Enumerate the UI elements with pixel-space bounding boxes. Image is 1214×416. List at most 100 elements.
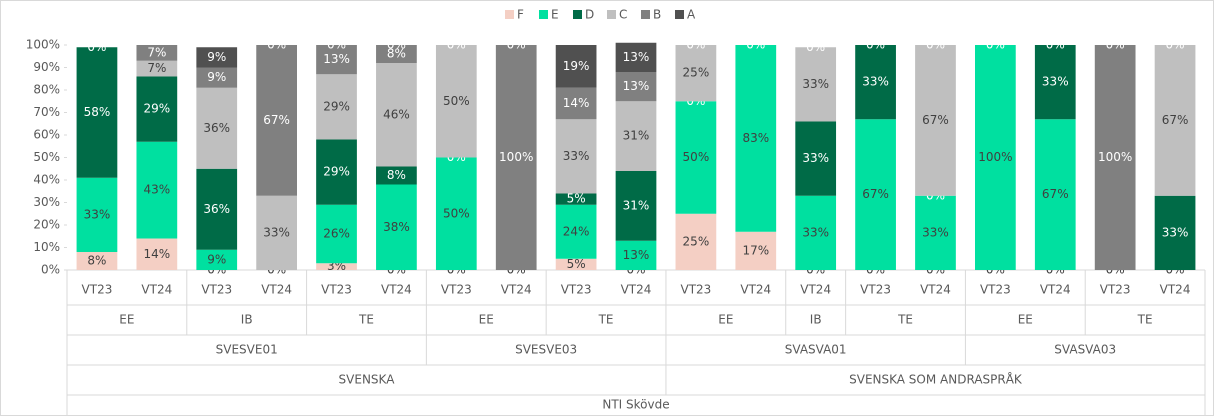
bar-segment xyxy=(555,204,597,259)
bar-segment xyxy=(196,67,238,88)
bar-segment xyxy=(136,141,178,239)
bar-segment xyxy=(196,168,238,250)
y-tick-label: 30% xyxy=(33,195,60,209)
x-tick-label: VT24 xyxy=(920,283,951,297)
group-label: TE xyxy=(598,313,614,327)
legend-swatch xyxy=(641,10,650,19)
bar-segment xyxy=(975,45,1016,270)
group-label: SVENSKA xyxy=(339,373,396,387)
x-tick-label: VT24 xyxy=(381,283,412,297)
data-label: 7% xyxy=(147,61,166,75)
data-label: 29% xyxy=(323,165,350,179)
bar-segment xyxy=(76,177,118,252)
group-label: SVESVE03 xyxy=(515,343,577,357)
bar-segment xyxy=(316,204,357,264)
legend-label: A xyxy=(687,8,696,22)
bar-segment xyxy=(555,87,597,120)
bar-segment xyxy=(675,45,717,102)
data-label: 0% xyxy=(1046,38,1065,52)
data-label: 43% xyxy=(144,183,171,197)
data-label: 17% xyxy=(742,243,769,257)
data-label: 13% xyxy=(623,50,650,64)
data-label: 67% xyxy=(922,113,949,127)
bar-segment xyxy=(795,47,837,122)
data-label: 0% xyxy=(806,40,825,54)
bar-segment xyxy=(435,45,477,158)
bar-segment xyxy=(615,101,657,171)
group-label: SVESVE01 xyxy=(216,343,278,357)
bar-segment xyxy=(196,249,238,270)
x-tick-label: VT24 xyxy=(1040,283,1071,297)
data-label: 67% xyxy=(263,113,290,127)
data-label: 46% xyxy=(383,107,410,121)
x-tick-label: VT23 xyxy=(860,283,891,297)
data-label: 100% xyxy=(1098,150,1132,164)
data-label: 25% xyxy=(683,66,710,80)
bar-segment xyxy=(615,42,657,72)
data-label: 8% xyxy=(387,47,406,61)
group-label: TE xyxy=(358,313,374,327)
legend-label: F xyxy=(517,8,524,22)
data-label: 0% xyxy=(387,38,406,52)
data-label: 0% xyxy=(87,40,106,54)
data-label: 83% xyxy=(742,131,769,145)
bar-segment xyxy=(136,45,178,61)
bar-segment xyxy=(555,119,597,194)
bar-segment xyxy=(795,195,837,270)
y-tick-label: 20% xyxy=(33,218,60,232)
bar-segment xyxy=(915,195,956,270)
bar-segment xyxy=(316,139,357,205)
legend-label: C xyxy=(619,8,627,22)
data-label: 0% xyxy=(507,38,526,52)
data-label: 33% xyxy=(922,225,949,239)
data-label: 13% xyxy=(323,52,350,66)
group-label: NTI Skövde xyxy=(602,398,669,412)
bar-segment xyxy=(855,119,896,270)
data-label: 33% xyxy=(84,207,111,221)
legend-swatch xyxy=(505,10,514,19)
group-label: EE xyxy=(479,313,494,327)
legend-label: D xyxy=(585,8,594,22)
bar-segment xyxy=(376,63,417,167)
legend-swatch xyxy=(675,10,684,19)
data-label: 0% xyxy=(686,38,705,52)
group-label: EE xyxy=(1018,313,1033,327)
x-tick-label: VT23 xyxy=(680,283,711,297)
bar-segment xyxy=(76,252,118,270)
bar-segment xyxy=(256,195,297,270)
x-tick-label: VT24 xyxy=(141,283,172,297)
bar-segment xyxy=(376,166,417,185)
x-tick-label: VT24 xyxy=(501,283,532,297)
data-label: 33% xyxy=(1162,225,1189,239)
bar-segment xyxy=(855,45,896,120)
bar-segment xyxy=(136,60,178,77)
bar-segment xyxy=(1034,45,1076,120)
x-tick-label: VT23 xyxy=(980,283,1011,297)
group-label: IB xyxy=(810,313,822,327)
group-label: SVENSKA SOM ANDRASPRÅK xyxy=(849,372,1023,387)
data-label: 5% xyxy=(567,257,586,271)
data-label: 33% xyxy=(563,149,590,163)
bar-segment xyxy=(196,87,238,169)
bar-segment xyxy=(256,45,297,196)
data-label: 36% xyxy=(203,121,230,135)
bar-segment xyxy=(735,45,777,232)
bar-segment xyxy=(615,240,657,270)
data-label: 0% xyxy=(866,38,885,52)
data-label: 0% xyxy=(1106,38,1125,52)
x-tick-label: VT24 xyxy=(800,283,831,297)
group-label: SVASVA03 xyxy=(1054,343,1116,357)
group-label: TE xyxy=(1137,313,1153,327)
x-tick-label: VT24 xyxy=(261,283,292,297)
x-tick-label: VT24 xyxy=(740,283,771,297)
data-label: 8% xyxy=(387,168,406,182)
bar-segment xyxy=(136,238,178,270)
y-tick-label: 70% xyxy=(33,105,60,119)
data-label: 26% xyxy=(323,227,350,241)
data-label: 0% xyxy=(926,38,945,52)
x-tick-label: VT24 xyxy=(1160,283,1191,297)
data-label: 19% xyxy=(563,59,590,73)
legend-label: B xyxy=(653,8,661,22)
